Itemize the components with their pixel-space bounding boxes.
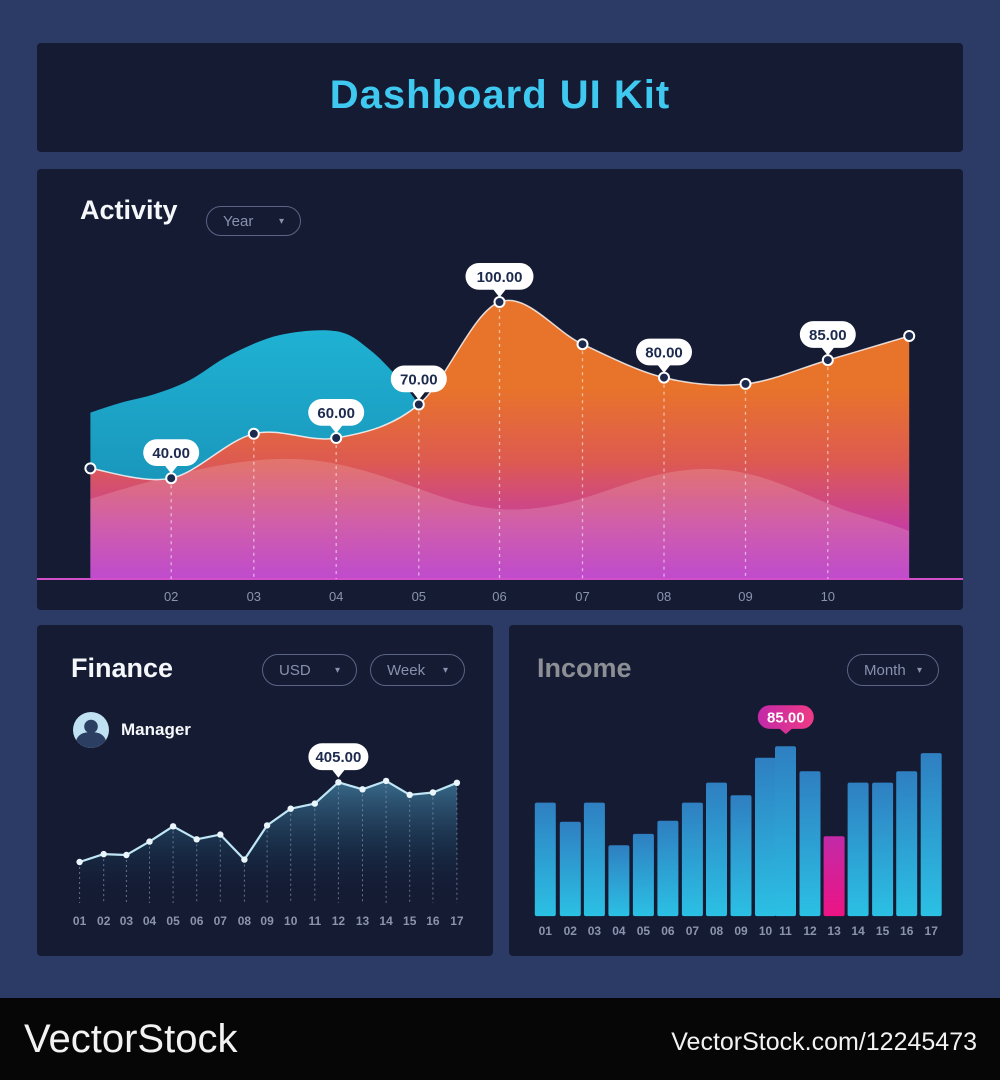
svg-text:12: 12 bbox=[332, 914, 346, 928]
svg-text:17: 17 bbox=[925, 924, 939, 938]
svg-text:08: 08 bbox=[657, 589, 671, 604]
svg-text:14: 14 bbox=[851, 924, 865, 938]
svg-text:405.00: 405.00 bbox=[315, 749, 361, 766]
svg-text:60.00: 60.00 bbox=[317, 405, 355, 422]
svg-text:14: 14 bbox=[379, 914, 393, 928]
svg-text:09: 09 bbox=[738, 589, 752, 604]
svg-text:85.00: 85.00 bbox=[809, 327, 847, 344]
svg-text:09: 09 bbox=[734, 924, 748, 938]
svg-text:15: 15 bbox=[876, 924, 890, 938]
svg-text:17: 17 bbox=[450, 914, 464, 928]
svg-text:13: 13 bbox=[827, 924, 841, 938]
svg-text:08: 08 bbox=[238, 914, 252, 928]
svg-text:05: 05 bbox=[637, 924, 651, 938]
svg-text:05: 05 bbox=[166, 914, 180, 928]
svg-text:05: 05 bbox=[412, 589, 426, 604]
svg-text:11: 11 bbox=[779, 924, 792, 938]
svg-text:07: 07 bbox=[214, 914, 228, 928]
svg-text:03: 03 bbox=[120, 914, 134, 928]
svg-text:01: 01 bbox=[73, 914, 87, 928]
svg-text:04: 04 bbox=[143, 914, 157, 928]
svg-text:03: 03 bbox=[588, 924, 602, 938]
svg-text:02: 02 bbox=[97, 914, 111, 928]
svg-text:07: 07 bbox=[686, 924, 700, 938]
svg-text:03: 03 bbox=[247, 589, 261, 604]
svg-text:09: 09 bbox=[260, 914, 274, 928]
svg-text:12: 12 bbox=[803, 924, 817, 938]
svg-text:04: 04 bbox=[612, 924, 626, 938]
svg-text:40.00: 40.00 bbox=[152, 445, 190, 462]
svg-text:10: 10 bbox=[821, 589, 835, 604]
svg-text:85.00: 85.00 bbox=[767, 709, 805, 726]
svg-text:07: 07 bbox=[575, 589, 589, 604]
svg-text:13: 13 bbox=[356, 914, 370, 928]
svg-text:06: 06 bbox=[492, 589, 506, 604]
svg-text:11: 11 bbox=[308, 914, 321, 928]
svg-text:100.00: 100.00 bbox=[477, 269, 523, 286]
svg-text:01: 01 bbox=[539, 924, 553, 938]
svg-text:02: 02 bbox=[564, 924, 578, 938]
svg-text:02: 02 bbox=[164, 589, 178, 604]
svg-text:10: 10 bbox=[759, 924, 773, 938]
svg-text:15: 15 bbox=[403, 914, 417, 928]
svg-text:04: 04 bbox=[329, 589, 343, 604]
svg-text:06: 06 bbox=[661, 924, 675, 938]
svg-text:16: 16 bbox=[426, 914, 440, 928]
svg-text:80.00: 80.00 bbox=[645, 345, 683, 362]
svg-text:10: 10 bbox=[284, 914, 298, 928]
svg-text:16: 16 bbox=[900, 924, 914, 938]
svg-text:70.00: 70.00 bbox=[400, 371, 438, 388]
svg-text:08: 08 bbox=[710, 924, 724, 938]
svg-text:06: 06 bbox=[190, 914, 204, 928]
